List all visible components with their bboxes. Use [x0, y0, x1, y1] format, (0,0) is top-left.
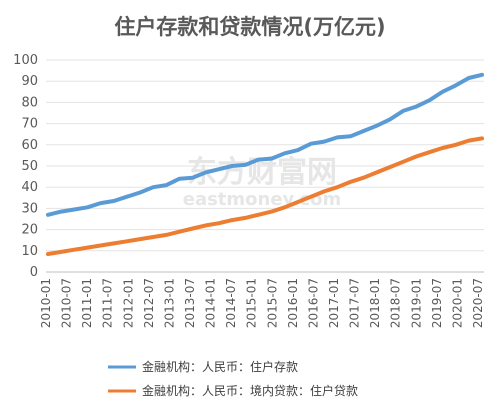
y-tick-label: 40: [21, 180, 38, 195]
series-line-loans: [46, 136, 484, 256]
x-tick-label: 2013-01: [162, 278, 176, 328]
x-tick-label: 2012-01: [121, 278, 135, 328]
gridlines: [46, 59, 484, 273]
legend-label-deposits: 金融机构：人民币：住户存款: [142, 359, 298, 374]
legend: 金融机构：人民币：住户存款 金融机构：人民币：境内贷款：住户贷款: [108, 359, 358, 398]
x-tick-label: 2016-07: [306, 278, 320, 328]
series-lines: [46, 72, 484, 256]
y-tick-label: 0: [30, 265, 38, 280]
y-tick-label: 60: [21, 138, 38, 153]
x-tick-label: 2020-07: [471, 278, 485, 328]
x-tick-label: 2010-01: [39, 278, 53, 328]
y-tick-label: 70: [21, 117, 38, 132]
x-tick-label: 2017-01: [327, 278, 341, 328]
y-tick-label: 100: [13, 53, 38, 68]
x-tick-label: 2012-07: [142, 278, 156, 328]
chart-title: 住户存款和贷款情况(万亿元): [114, 15, 385, 39]
x-tick-label: 2014-01: [204, 278, 218, 328]
x-tick-label: 2014-07: [224, 278, 238, 328]
x-tick-label: 2011-07: [101, 278, 115, 328]
y-tick-label: 10: [21, 244, 38, 259]
x-tick-label: 2018-01: [368, 278, 382, 328]
series-line-deposits: [46, 72, 484, 217]
x-tick-label: 2015-07: [265, 278, 279, 328]
x-tick-label: 2013-07: [183, 278, 197, 328]
legend-label-loans: 金融机构：人民币：境内贷款：住户贷款: [142, 383, 358, 398]
y-axis-ticks: 0 10 20 30 40 50 60 70 80 90 100: [13, 53, 38, 280]
x-tick-label: 2015-01: [245, 278, 259, 328]
y-tick-label: 90: [21, 74, 38, 89]
watermark-domain: eastmoney.com: [183, 189, 342, 210]
x-tick-label: 2018-07: [389, 278, 403, 328]
y-tick-label: 50: [21, 159, 38, 174]
x-axis-ticks: 2010-01 2010-07 2011-01 2011-07 2012-01 2012-…: [39, 278, 485, 328]
y-tick-label: 80: [21, 95, 38, 110]
x-tick-label: 2016-01: [286, 278, 300, 328]
y-tick-label: 20: [21, 223, 38, 238]
x-tick-label: 2019-01: [409, 278, 423, 328]
x-tick-label: 2020-01: [450, 278, 464, 328]
y-tick-label: 30: [21, 201, 38, 216]
x-tick-label: 2010-07: [60, 278, 74, 328]
x-tick-label: 2019-07: [430, 278, 444, 328]
x-tick-label: 2017-07: [348, 278, 362, 328]
watermark: 东方财富网 eastmoney.com: [183, 155, 342, 210]
x-tick-label: 2011-01: [80, 278, 94, 328]
